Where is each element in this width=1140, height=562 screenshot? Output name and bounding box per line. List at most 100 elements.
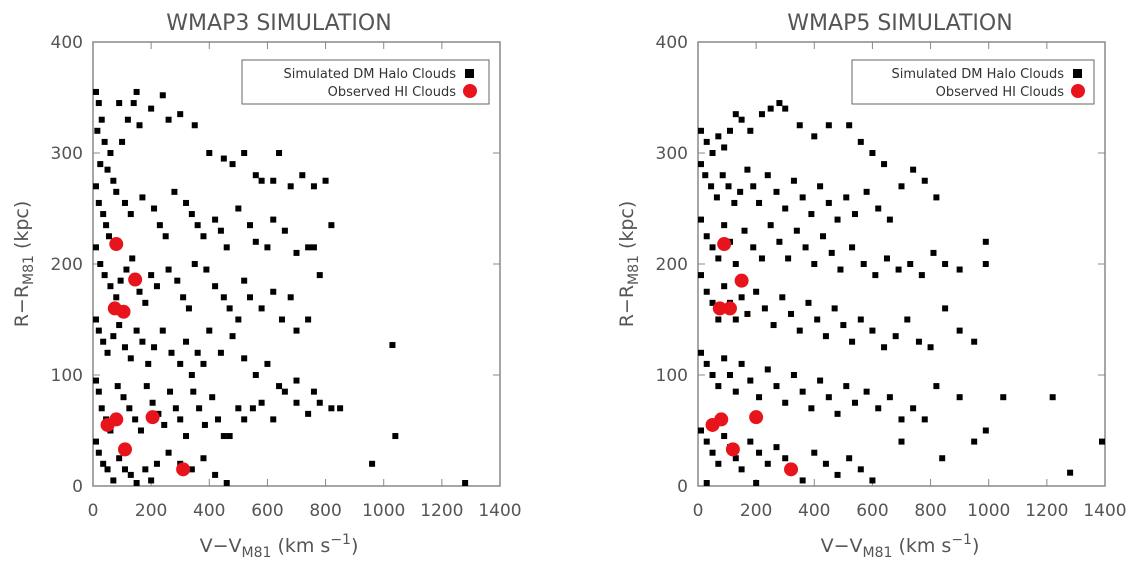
wmap3-simulated-point [258, 305, 265, 312]
wmap3-observed-point [176, 462, 191, 477]
wmap3-simulated-point [217, 227, 224, 234]
wmap5-x-tick-label: 1000 [967, 501, 1010, 521]
wmap3-simulated-point [113, 294, 120, 301]
wmap3-simulated-point [229, 333, 236, 340]
wmap3-simulated-point [168, 349, 175, 356]
wmap3-simulated-point [258, 399, 265, 406]
wmap5-simulated-point [753, 288, 760, 295]
wmap3-y-tick-label: 300 [51, 144, 83, 164]
wmap5-simulated-point [918, 272, 925, 279]
wmap5-simulated-point [881, 344, 888, 351]
wmap3-simulated-point [200, 233, 207, 240]
wmap3-observed-point [117, 442, 132, 457]
wmap5-simulated-point [715, 316, 722, 323]
wmap5-simulated-point [750, 244, 757, 251]
wmap3-simulated-point [229, 161, 236, 168]
wmap3-simulated-point [220, 433, 227, 440]
wmap5-simulated-point [732, 455, 739, 462]
wmap3-simulated-point [212, 471, 219, 478]
wmap5-simulated-point [1099, 438, 1105, 445]
wmap3-simulated-point [139, 338, 146, 345]
wmap3-simulated-point [132, 416, 139, 423]
wmap3-simulated-point [161, 421, 168, 428]
wmap5-simulated-point [737, 188, 744, 195]
wmap3-simulated-point [100, 211, 107, 218]
wmap5-simulated-point [721, 355, 728, 362]
wmap5-simulated-point [702, 172, 709, 179]
wmap3-simulated-point [137, 427, 144, 434]
wmap5-simulated-point [895, 266, 902, 273]
wmap5-simulated-point [715, 383, 722, 390]
wmap3-legend-observed: Observed HI Clouds [328, 85, 457, 100]
wmap3-simulated-point [252, 238, 259, 245]
wmap5-simulated-point [840, 322, 847, 329]
wmap3-simulated-point [98, 116, 105, 123]
wmap5-simulated-point [703, 480, 710, 486]
wmap3-simulated-point [130, 100, 137, 107]
wmap5-simulated-point [982, 261, 989, 267]
wmap3-simulated-point [299, 172, 306, 179]
wmap3-simulated-point [305, 316, 312, 323]
wmap5-x-tick-label: 400 [798, 501, 830, 521]
wmap3-simulated-point [110, 333, 117, 340]
wmap3-simulated-point [183, 433, 190, 440]
wmap5-simulated-point [982, 427, 989, 434]
wmap5-y-tick-label: 100 [656, 366, 688, 386]
wmap3-simulated-point [133, 88, 140, 95]
wmap3-simulated-point [203, 266, 210, 273]
wmap5-y-tick-label: 300 [656, 144, 688, 164]
wmap3-simulated-point [104, 166, 111, 173]
wmap5-simulated-point [698, 216, 704, 223]
wmap5-simulated-point [933, 383, 940, 390]
wmap5-simulated-point [756, 449, 763, 456]
wmap3-simulated-point [93, 183, 99, 190]
wmap5-simulated-point [814, 316, 821, 323]
wmap3-x-tick-label: 600 [251, 501, 283, 521]
wmap3-y-ticks: 0 100 200 300 400 [51, 33, 500, 497]
wmap3-simulated-point [95, 327, 102, 334]
wmap3-simulated-point [185, 305, 192, 312]
wmap3-simulated-point [188, 211, 195, 218]
wmap3-simulated-point [258, 177, 265, 184]
wmap5-simulated-point [921, 416, 928, 423]
wmap5-simulated-point [875, 205, 882, 212]
wmap5-simulated-point [907, 261, 914, 267]
wmap5-simulated-point [698, 161, 704, 168]
wmap5-simulated-point [930, 249, 937, 256]
wmap3-observed-point [109, 237, 124, 252]
wmap5-simulated-point [933, 194, 940, 201]
wmap3-simulated-point [156, 222, 163, 229]
wmap5-x-tick-label: 1200 [1025, 501, 1068, 521]
wmap5-observed-point [725, 442, 740, 457]
wmap5-observed-point [722, 301, 737, 316]
wmap3-simulated-points [93, 88, 469, 486]
wmap3-simulated-point [183, 338, 190, 345]
wmap5-simulated-point [828, 249, 835, 256]
wmap3-simulated-point [165, 116, 172, 123]
wmap5-simulated-point [857, 466, 864, 473]
wmap3-simulated-point [121, 199, 128, 206]
wmap3-simulated-point [148, 477, 155, 484]
wmap3-simulated-point [117, 277, 124, 284]
wmap3-simulated-point [116, 100, 123, 107]
wmap5-simulated-point [822, 333, 829, 340]
wmap5-simulated-point [708, 183, 715, 190]
wmap5-simulated-point [1000, 394, 1007, 401]
wmap3-simulated-point [200, 455, 207, 462]
wmap3-simulated-point [316, 399, 323, 406]
wmap5-legend-observed: Observed HI Clouds [936, 85, 1065, 100]
wmap3-simulated-point [103, 222, 110, 229]
wmap5-simulated-point [709, 150, 716, 156]
wmap3-simulated-point [159, 92, 166, 99]
wmap3-y-tick-label: 0 [72, 477, 83, 497]
wmap3-x-axis-label: V−VM81 (km s−1) [200, 532, 359, 561]
wmap5-simulated-point [703, 233, 710, 240]
wmap3-simulated-point [93, 244, 99, 251]
wmap5-simulated-point [747, 438, 754, 445]
wmap3-simulated-point [183, 199, 190, 206]
wmap3-simulated-point [93, 377, 99, 384]
wmap5-simulated-point [863, 188, 870, 195]
wmap3-simulated-point [100, 460, 107, 467]
wmap3-simulated-point [310, 244, 317, 251]
wmap5-simulated-point [834, 216, 841, 223]
